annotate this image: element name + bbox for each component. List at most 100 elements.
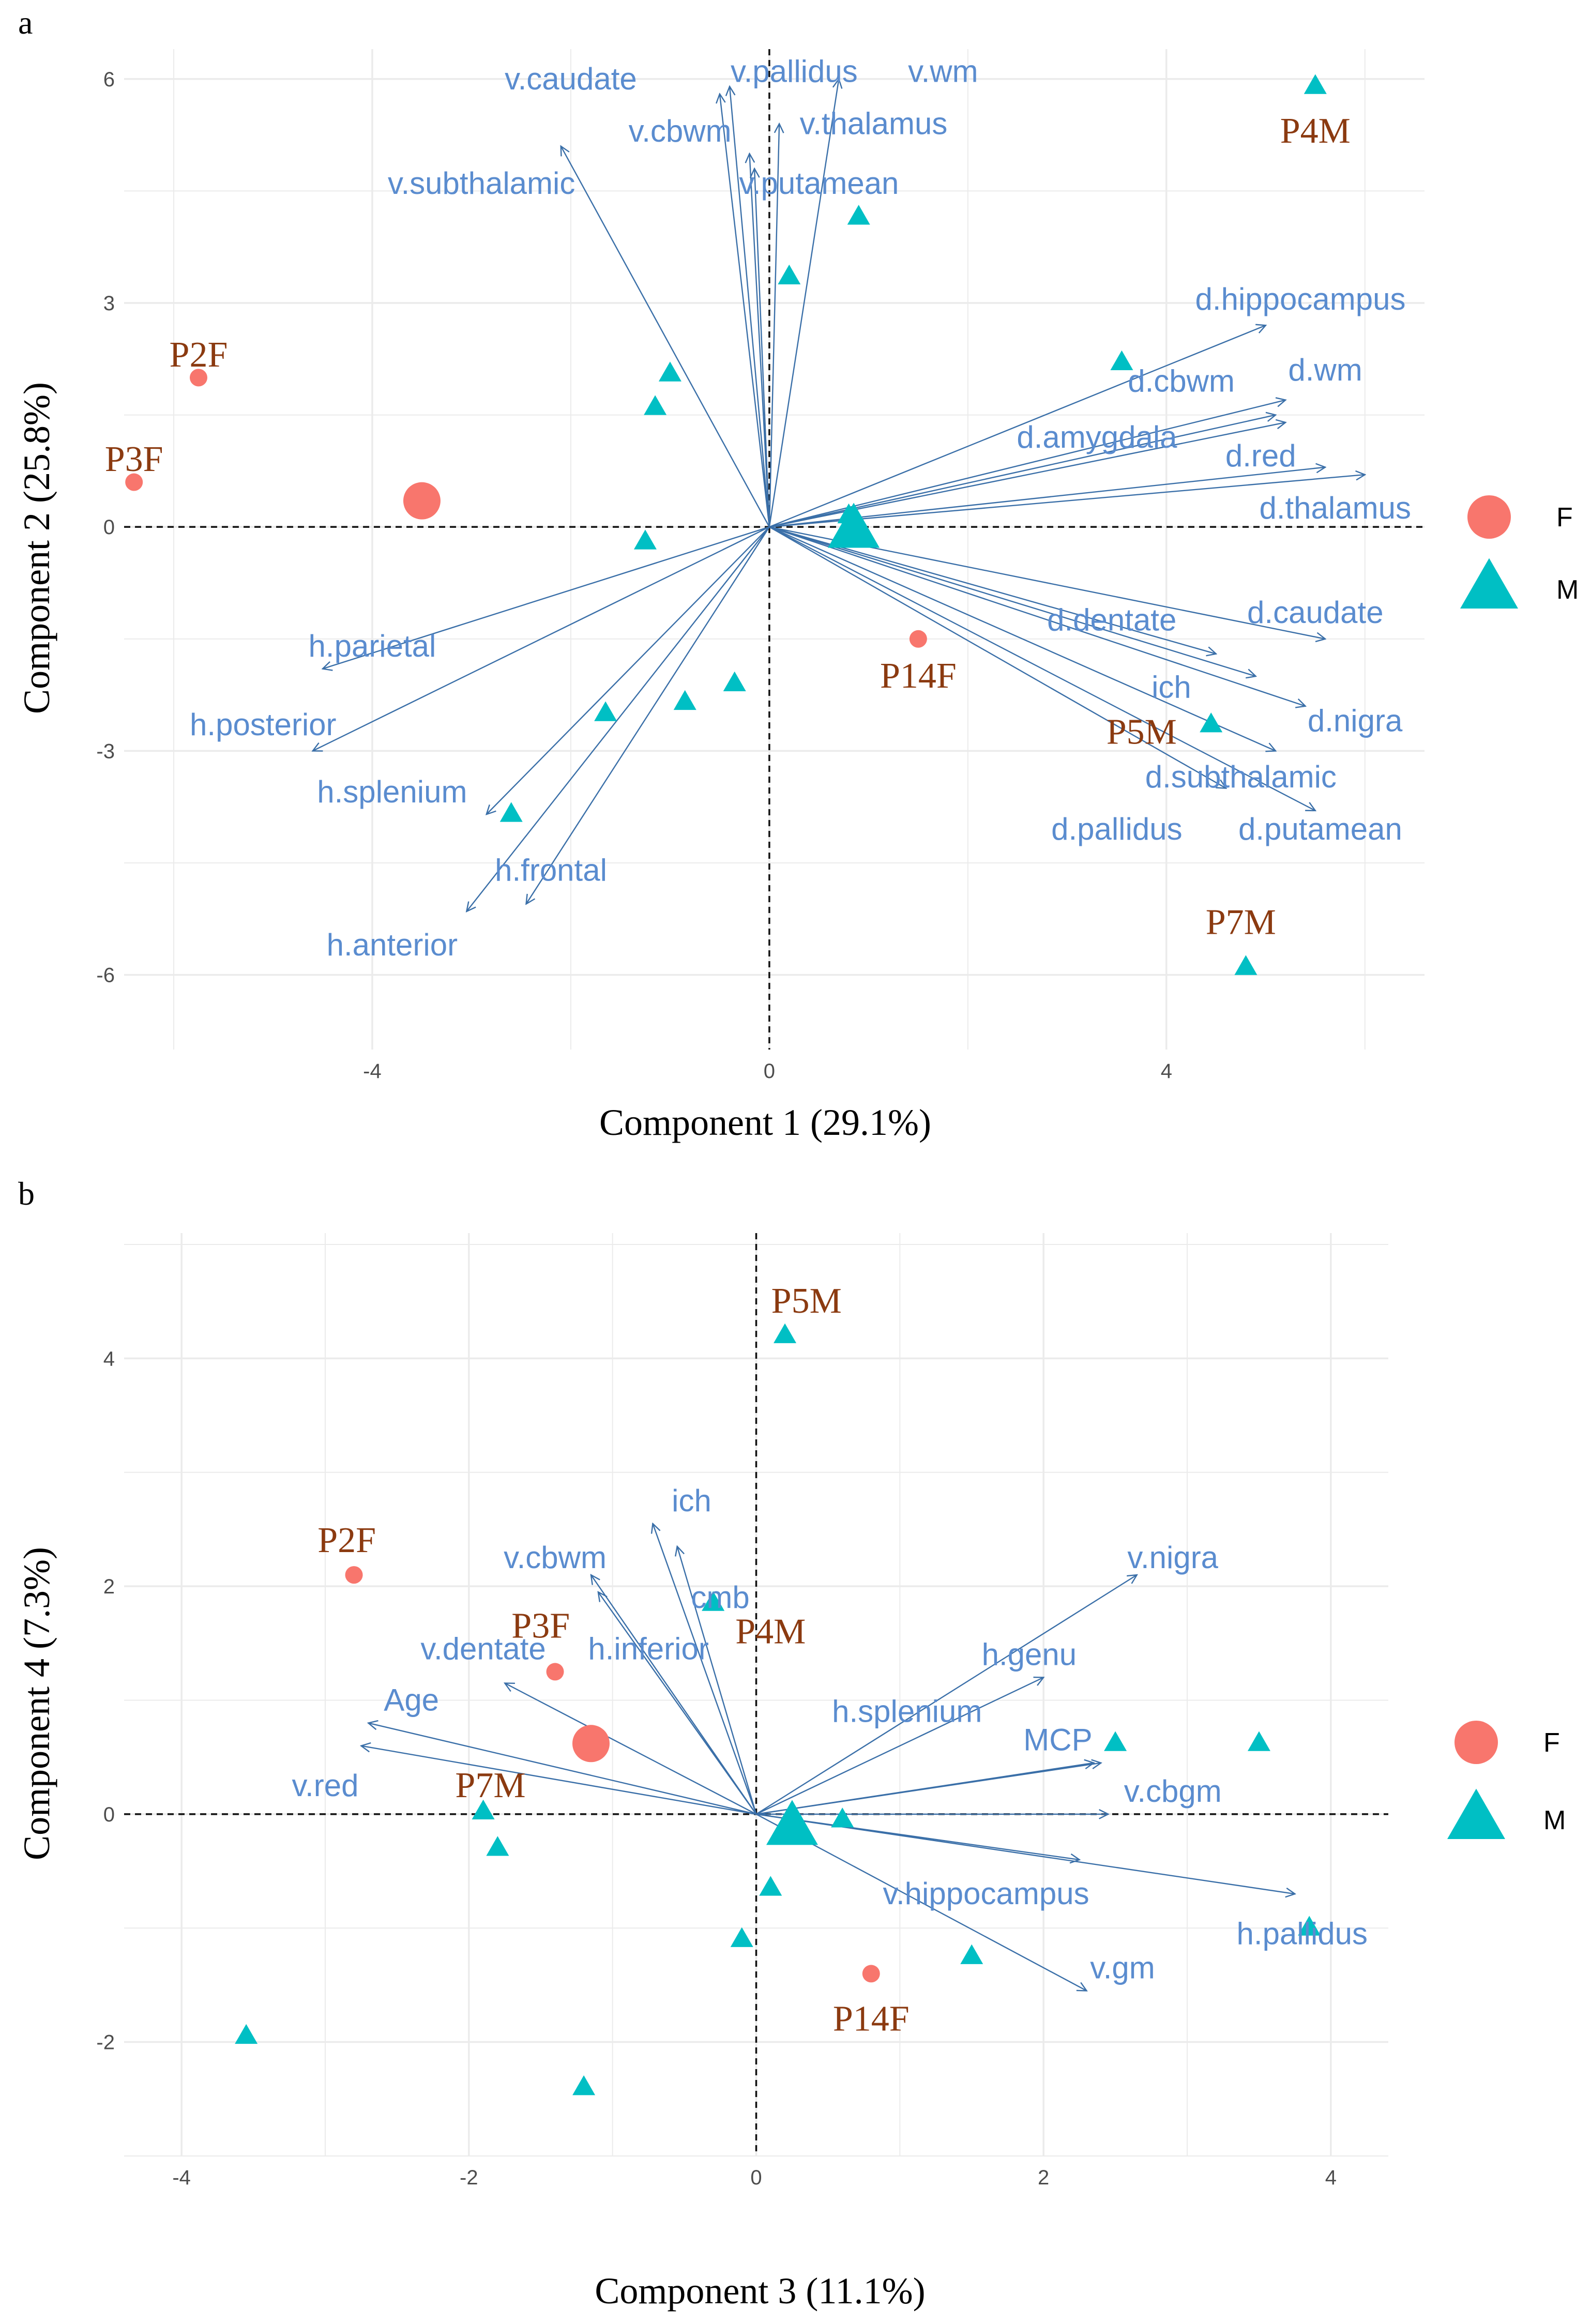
patient-label-p5m: P5M xyxy=(1107,712,1177,752)
loading-label-h-pallidus: h.pallidus xyxy=(1237,1916,1368,1951)
x-axis-title: Component 3 (11.1%) xyxy=(595,2270,925,2312)
legend-female-key xyxy=(1467,495,1511,539)
loading-arrow-ich xyxy=(653,1524,757,1815)
loading-label-h-splenium: h.splenium xyxy=(317,774,467,809)
legend-label-f: F xyxy=(1543,1728,1560,1758)
male-centroid xyxy=(828,503,880,548)
loading-label-v-dentate: v.dentate xyxy=(420,1631,546,1666)
male-point xyxy=(472,1799,495,1820)
female-point xyxy=(189,369,207,387)
female-point xyxy=(345,1566,363,1584)
male-point xyxy=(673,690,696,710)
loading-label-age: Age xyxy=(384,1683,439,1718)
loading-arrow-age xyxy=(368,1723,756,1815)
loading-arrow-v-thalamus xyxy=(768,124,779,527)
loading-label-v-hippocampus: v.hippocampus xyxy=(883,1876,1089,1911)
female-centroid xyxy=(572,1725,610,1763)
loading-arrow-h-inferior xyxy=(598,1592,757,1815)
male-point xyxy=(774,1323,797,1343)
patient-label-p2f: P2F xyxy=(170,335,228,375)
legend-label-m: M xyxy=(1556,575,1579,605)
x-tick-label: 4 xyxy=(1161,1060,1172,1083)
loading-arrow-d-pallidus xyxy=(769,526,1226,788)
x-tick-label: 0 xyxy=(764,1060,775,1083)
male-point xyxy=(572,2075,596,2095)
loading-label-v-pallidus: v.pallidus xyxy=(731,54,858,88)
loading-label-mcp: MCP xyxy=(1023,1723,1092,1757)
male-point xyxy=(235,2024,258,2044)
x-axis-title: Component 1 (29.1%) xyxy=(599,1102,931,1143)
x-tick-label: 0 xyxy=(750,2166,762,2189)
male-point xyxy=(644,395,667,415)
female-point xyxy=(546,1663,564,1681)
loading-arrow-d-subthalamic xyxy=(769,526,1276,751)
panel-letter: b xyxy=(18,1175,35,1212)
male-point xyxy=(759,1876,782,1896)
panel-b: -4 -2 0 2 4 -2 0 2 4 ich v.cbwm cmb h.inferior v.dent… xyxy=(16,1175,1566,2312)
loading-arrow-d-dentate xyxy=(769,526,1216,654)
loading-arrow-d-red xyxy=(769,467,1325,528)
loading-arrow-h-posterior xyxy=(313,526,770,751)
y-tick-label: 0 xyxy=(103,516,115,539)
loading-label-cmb: cmb xyxy=(691,1580,749,1615)
loading-arrow-d-thalamus xyxy=(769,475,1365,528)
y-tick-label: 2 xyxy=(103,1575,115,1598)
patient-label-p14f: P14F xyxy=(833,1999,910,2039)
plot-panel xyxy=(124,49,1425,1050)
loading-label-h-genu: h.genu xyxy=(982,1637,1077,1672)
loading-label-v-cbwm: v.cbwm xyxy=(629,114,732,148)
male-point xyxy=(778,264,801,284)
patient-label-p3f: P3F xyxy=(511,1606,570,1646)
panel-a: -4 0 4 -6 -3 0 3 6 v.caudate v.pallidus v.wm v.cbwm… xyxy=(16,4,1579,1143)
loading-arrow-v-nigra xyxy=(755,1575,1137,1815)
y-tick-label: -3 xyxy=(96,740,115,763)
loading-arrow-v-wm xyxy=(768,79,839,527)
loading-label-d-wm: d.wm xyxy=(1288,353,1362,387)
loading-label-v-putamean: v.putamean xyxy=(739,166,899,201)
loading-label-ich: ich xyxy=(1151,670,1191,705)
male-point xyxy=(1110,350,1133,371)
male-point xyxy=(594,701,617,721)
male-point xyxy=(1104,1731,1127,1751)
y-axis-title: Component 4 (7.3%) xyxy=(16,1547,57,1860)
loading-label-v-nigra: v.nigra xyxy=(1127,1540,1218,1575)
male-point xyxy=(1234,955,1257,975)
loading-label-h-parietal: h.parietal xyxy=(309,629,436,663)
loading-arrow-ich xyxy=(769,526,1256,676)
x-tick-label: 2 xyxy=(1038,2166,1049,2189)
loading-arrow-h-anterior xyxy=(466,526,770,912)
male-point xyxy=(486,1836,509,1856)
legend-male-key xyxy=(1460,558,1518,609)
loading-label-d-pallidus: d.pallidus xyxy=(1051,812,1183,846)
loading-label-h-anterior: h.anterior xyxy=(327,928,458,962)
male-point xyxy=(831,1807,854,1828)
loading-label-d-subthalamic: d.subthalamic xyxy=(1145,760,1337,794)
loading-label-v-red: v.red xyxy=(292,1768,359,1803)
y-tick-label: 6 xyxy=(103,68,115,91)
male-centroid xyxy=(766,1800,818,1845)
patient-label-p7m: P7M xyxy=(1206,903,1276,943)
loading-arrow-mcp xyxy=(756,1763,1101,1815)
loading-arrow-v-subthalamic xyxy=(754,169,770,527)
patient-label-p2f: P2F xyxy=(317,1521,376,1560)
male-point xyxy=(658,361,681,382)
panel-letter: a xyxy=(18,4,33,41)
loading-arrow-h-genu xyxy=(755,1677,1044,1815)
loading-arrow-d-nigra xyxy=(769,526,1306,706)
male-point xyxy=(960,1944,983,1964)
loading-label-v-caudate: v.caudate xyxy=(505,62,637,96)
loading-arrow-d-putamean xyxy=(769,526,1315,811)
patient-label-p7m: P7M xyxy=(455,1766,525,1805)
loading-arrow-h-frontal xyxy=(526,526,770,904)
loading-arrow-v-red xyxy=(361,1746,756,1815)
male-point xyxy=(730,1927,753,1947)
loading-label-v-wm: v.wm xyxy=(908,54,978,88)
legend-label-f: F xyxy=(1556,503,1573,533)
loading-label-d-caudate: d.caudate xyxy=(1247,595,1384,630)
loading-label-d-putamean: d.putamean xyxy=(1238,812,1402,846)
loading-arrow-v-caudate xyxy=(561,146,770,527)
male-point xyxy=(1247,1731,1270,1751)
y-tick-label: 3 xyxy=(103,292,115,315)
loading-arrow-d-hippocampus xyxy=(769,325,1266,528)
patient-label-p3f: P3F xyxy=(105,439,163,479)
